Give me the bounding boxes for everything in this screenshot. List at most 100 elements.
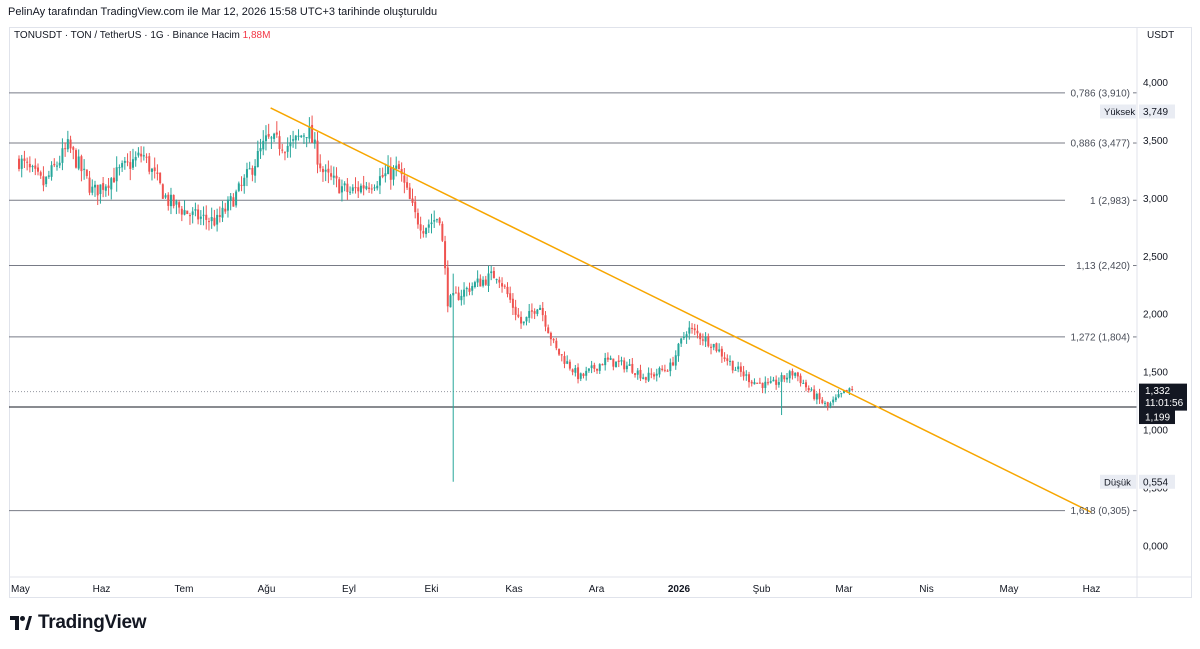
candle-body bbox=[164, 195, 167, 198]
candle-body bbox=[761, 382, 764, 389]
candle-body bbox=[145, 156, 148, 158]
candle-body bbox=[140, 153, 143, 157]
candle-body bbox=[294, 135, 297, 141]
candle-body bbox=[64, 148, 67, 150]
candle-body bbox=[321, 168, 324, 173]
time-tick-3: Ağu bbox=[258, 584, 276, 595]
candle-body bbox=[18, 158, 20, 169]
candle-body bbox=[297, 135, 300, 137]
candle-body bbox=[498, 279, 501, 283]
candle-body bbox=[305, 137, 308, 139]
candle-body bbox=[224, 208, 227, 212]
candle-body bbox=[77, 156, 80, 169]
candle-body bbox=[764, 381, 767, 388]
time-tick-13: Haz bbox=[1083, 584, 1101, 595]
candle-body bbox=[593, 364, 596, 369]
candle-body bbox=[202, 214, 205, 216]
price-tick-6: 3,000 bbox=[1143, 194, 1168, 205]
candle-body bbox=[210, 217, 213, 222]
candle-body bbox=[438, 218, 441, 224]
candle-body bbox=[843, 390, 845, 393]
candle-body bbox=[832, 399, 835, 403]
candle-body bbox=[558, 348, 561, 355]
candle-body bbox=[441, 223, 444, 241]
time-tick-1: Haz bbox=[93, 584, 111, 595]
candle-body bbox=[384, 173, 387, 177]
candle-body bbox=[172, 195, 175, 207]
candle-body bbox=[669, 362, 672, 372]
price-tick-0: 0,000 bbox=[1143, 542, 1168, 553]
candle-body bbox=[520, 316, 523, 324]
candle-body bbox=[240, 184, 243, 186]
candle-body bbox=[815, 393, 818, 400]
candle-body bbox=[791, 371, 794, 376]
candle-body bbox=[91, 186, 94, 193]
candle-body bbox=[20, 158, 23, 169]
candle-body bbox=[829, 403, 832, 407]
candle-body bbox=[199, 216, 202, 219]
candle-body bbox=[107, 185, 110, 188]
candle-body bbox=[780, 375, 783, 382]
time-tick-7: Ara bbox=[589, 584, 605, 595]
candle-body bbox=[83, 168, 86, 170]
candle-body bbox=[50, 165, 53, 177]
candle-body bbox=[245, 169, 248, 178]
candle-body bbox=[794, 372, 797, 376]
candle-body bbox=[376, 185, 379, 189]
candle-body bbox=[278, 136, 281, 149]
candle-body bbox=[487, 273, 490, 286]
candle-body bbox=[541, 308, 544, 316]
candle-body bbox=[316, 140, 319, 165]
candle-body bbox=[311, 124, 314, 143]
low-marker-label: Düşük bbox=[1104, 477, 1131, 488]
candle-body bbox=[354, 187, 357, 189]
candle-body bbox=[634, 373, 637, 375]
time-tick-6: Kas bbox=[505, 584, 522, 595]
candle-body bbox=[161, 184, 164, 199]
symbol-legend[interactable]: TONUSDT · TON / TetherUS · 1G · Binance … bbox=[14, 30, 270, 41]
high-marker-label: Yüksek bbox=[1104, 107, 1135, 118]
candle-body bbox=[582, 373, 585, 377]
candle-body bbox=[430, 222, 433, 225]
candle-body bbox=[639, 369, 642, 379]
support-badge-value: 1,199 bbox=[1145, 413, 1170, 424]
volume-value: 1,88M bbox=[242, 30, 271, 41]
candle-body bbox=[650, 373, 653, 375]
candle-body bbox=[47, 175, 50, 177]
candle-body bbox=[313, 139, 316, 144]
candle-body bbox=[598, 364, 601, 371]
candle-body bbox=[270, 137, 273, 139]
candle-body bbox=[422, 231, 425, 234]
candle-body bbox=[476, 278, 479, 283]
candle-body bbox=[327, 168, 330, 173]
candle-body bbox=[28, 163, 31, 168]
candle-body bbox=[560, 354, 563, 356]
time-tick-4: Eyl bbox=[342, 584, 356, 595]
candle-body bbox=[330, 173, 333, 177]
candle-body bbox=[205, 214, 208, 220]
candle-body bbox=[88, 177, 91, 193]
candle-body bbox=[183, 210, 186, 215]
candle-body bbox=[471, 286, 474, 291]
candle-body bbox=[406, 182, 409, 188]
tradingview-logo[interactable]: TradingView bbox=[10, 612, 147, 634]
candle-body bbox=[767, 382, 770, 384]
time-tick-8: 2026 bbox=[668, 584, 691, 595]
candle-body bbox=[837, 394, 840, 398]
candle-body bbox=[506, 286, 509, 295]
candle-body bbox=[112, 177, 115, 183]
fib-label-4: 1,272 (1,804) bbox=[1071, 332, 1131, 343]
candle-body bbox=[191, 211, 194, 215]
candle-body bbox=[343, 183, 346, 186]
candle-body bbox=[349, 191, 352, 193]
price-tick-4: 2,000 bbox=[1143, 310, 1168, 321]
candle-body bbox=[362, 185, 365, 189]
price-tick-7: 3,500 bbox=[1143, 136, 1168, 147]
candle-body bbox=[720, 348, 723, 357]
candle-body bbox=[248, 168, 251, 170]
time-tick-12: May bbox=[1000, 584, 1019, 595]
candle-body bbox=[408, 187, 411, 199]
candle-body bbox=[134, 156, 137, 161]
candle-body bbox=[72, 147, 75, 150]
